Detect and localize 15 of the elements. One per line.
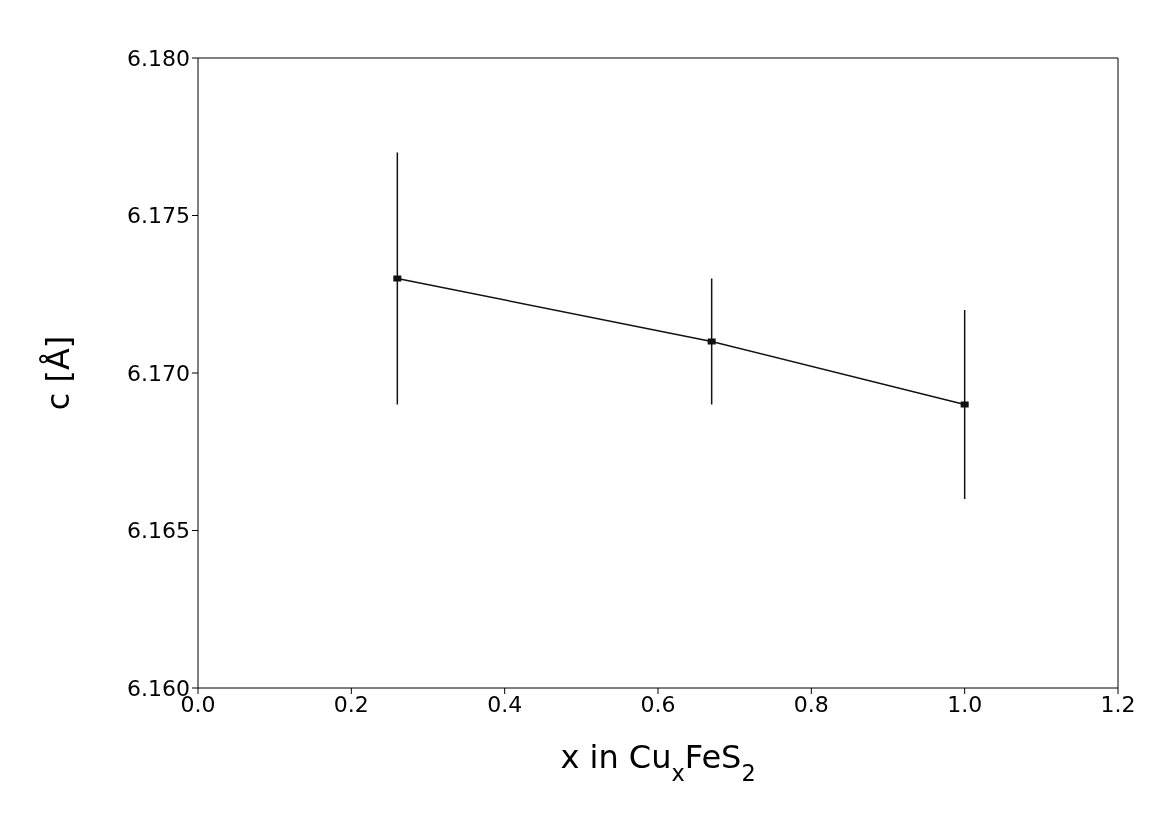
- y-tick-label: 6.175: [127, 203, 190, 229]
- x-tick-label: 0.8: [793, 691, 829, 717]
- y-axis-title: c [Å]: [39, 335, 78, 411]
- point: [707, 338, 716, 345]
- y-tick-label: 6.170: [127, 360, 190, 386]
- point: [960, 401, 969, 408]
- y-tick-label: 6.165: [127, 518, 190, 544]
- x-tick-label: 1.0: [947, 691, 983, 717]
- x-tick-label: 1.2: [1100, 691, 1136, 717]
- x-tick-label: 0.2: [333, 691, 369, 717]
- point: [393, 275, 402, 282]
- y-tick-label: 6.180: [127, 45, 190, 71]
- x-tick-label: 0.4: [487, 691, 523, 717]
- x-axis-title: x in Cu$_{x}$FeS$_{2}$: [560, 738, 756, 786]
- x-tick-label: 0.6: [640, 691, 676, 717]
